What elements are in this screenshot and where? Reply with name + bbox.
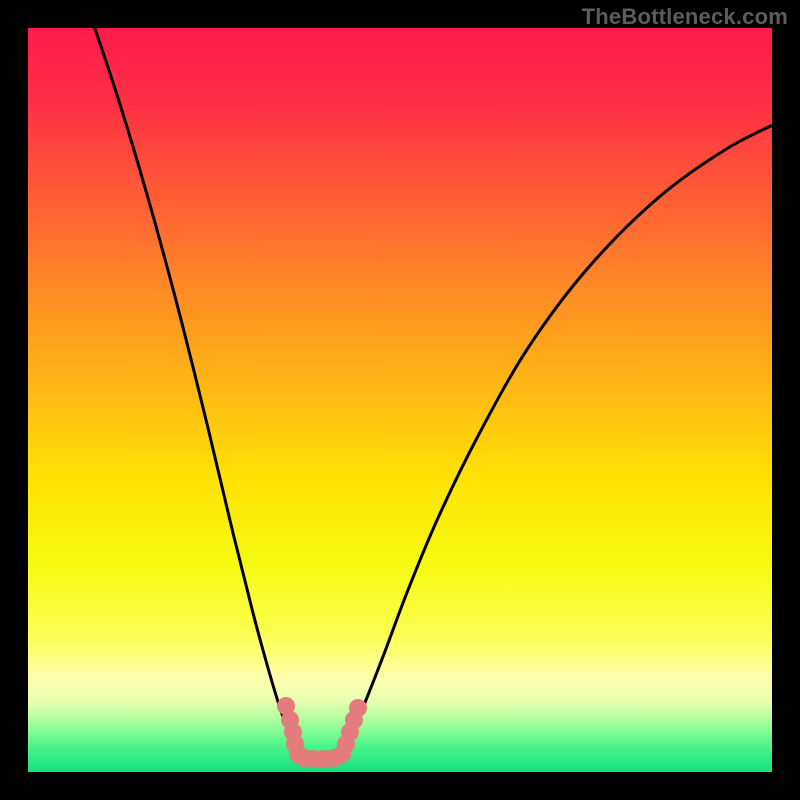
watermark-text: TheBottleneck.com	[582, 4, 788, 30]
curve-right	[346, 118, 772, 744]
chart-curves	[28, 28, 772, 772]
plot-area	[28, 28, 772, 772]
valley-marker	[349, 699, 367, 717]
curve-left	[88, 28, 294, 744]
marker-group	[277, 697, 367, 768]
